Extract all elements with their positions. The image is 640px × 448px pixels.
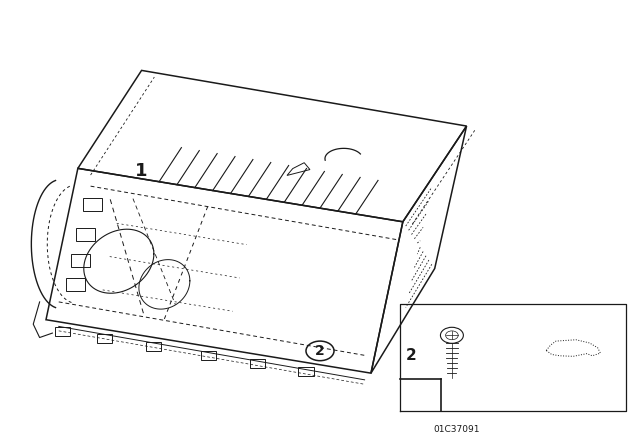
Text: 01C37091: 01C37091 xyxy=(434,425,480,434)
Text: 2: 2 xyxy=(406,348,417,363)
Text: 2: 2 xyxy=(315,344,325,358)
Text: 1: 1 xyxy=(135,162,148,180)
